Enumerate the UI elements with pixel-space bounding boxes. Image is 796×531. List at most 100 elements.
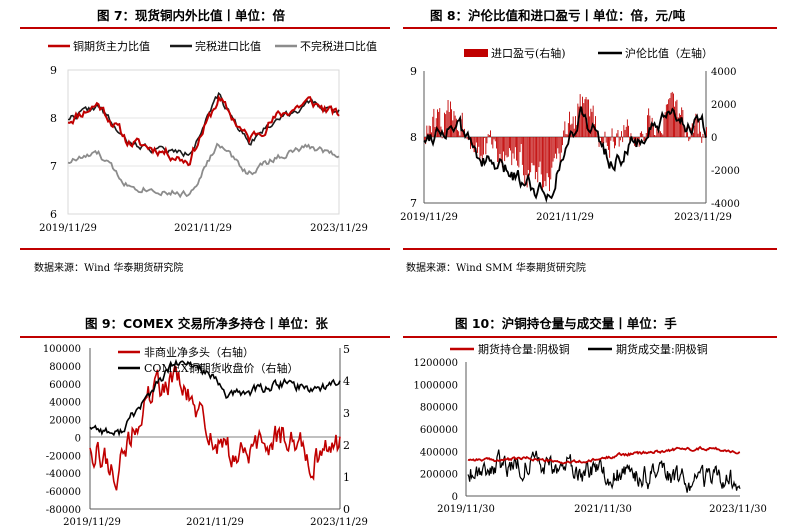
chart-10-y-tick: 200000 [420, 470, 458, 481]
chart-8-profit-bar [704, 133, 706, 137]
chart-8-profit-bar [514, 137, 516, 148]
chart-8-profit-bar [650, 123, 652, 137]
chart-8-profit-bar [493, 137, 495, 140]
chart-8-profit-bar [428, 125, 430, 137]
chart-8-profit-bar [608, 137, 609, 150]
chart-8-profit-bar [429, 126, 431, 137]
chart-8-profit-bar [566, 134, 568, 137]
chart-8-profit-bar [598, 137, 600, 147]
chart-8-profit-bar [497, 137, 499, 162]
chart-8-y-left-tick: 8 [410, 131, 417, 144]
chart-8-profit-bar [500, 137, 502, 163]
chart-8-profit-bar [682, 110, 684, 137]
chart-8-profit-bar [677, 117, 679, 137]
chart-8-profit-bar [668, 99, 670, 137]
chart-8-profit-bar [488, 135, 490, 137]
chart-8-profit-bar [604, 131, 606, 137]
chart-8-profit-bar [504, 137, 506, 162]
chart-8-profit-bar [609, 137, 611, 158]
chart-7-frame [67, 69, 340, 215]
chart-7-x-tick: 2019/11/29 [39, 223, 97, 234]
chart-8-profit-bar [590, 108, 592, 137]
chart-8-profit-bar [585, 97, 587, 137]
chart-8-profit-bar [698, 121, 700, 137]
chart-8-profit-bar [673, 93, 674, 137]
chart-8-profit-bar [551, 137, 553, 168]
chart-8-profit-bar [578, 106, 580, 137]
chart-8-profit-bar [468, 135, 470, 137]
chart-8-profit-bar [656, 125, 658, 137]
chart-9-x-tick: 2023/11/29 [310, 517, 368, 528]
chart-8-profit-bar [539, 137, 541, 162]
chart-8-profit-bar [479, 137, 481, 158]
chart-8-profit-bar [425, 137, 427, 145]
chart-8-profit-bar [558, 137, 560, 154]
chart-8-y-right-tick: 4000 [711, 67, 736, 78]
chart-10-legend-label: 期货成交量:阴极铜 [616, 342, 708, 356]
chart-8-profit-bar [629, 137, 631, 141]
chart-10-x-tick: 2019/11/30 [437, 504, 495, 515]
chart-8-profit-bar [511, 137, 513, 166]
chart-8-profit-bar [531, 137, 533, 163]
chart-8-profit-bar [540, 137, 542, 175]
chart-9-y-left-tick: 60000 [49, 380, 81, 391]
chart-8-profit-bar [477, 137, 478, 153]
chart-8-profit-bar [654, 135, 655, 137]
chart-8-profit-bar [549, 137, 550, 192]
chart-8-profit-bar [533, 137, 535, 166]
chart-8-profit-bar [459, 135, 461, 137]
chart-8-profit-bar [556, 137, 558, 159]
chart-8-profit-bar [605, 137, 607, 143]
chart-8-profit-bar [655, 135, 657, 137]
chart-8-profit-bar [593, 124, 595, 137]
chart-8-x-tick: 2021/11/29 [536, 212, 594, 223]
chart-8-profit-bar [615, 137, 616, 146]
chart-8-profit-bar [465, 136, 467, 137]
chart-8-profit-bar [510, 137, 511, 151]
chart-8-profit-bar [520, 137, 522, 144]
chart-8-profit-bar [564, 121, 566, 137]
chart-7-series-line [68, 91, 340, 158]
chart-8-profit-bar [552, 137, 554, 162]
chart-9-x-tick: 2019/11/29 [63, 517, 121, 528]
chart-8-profit-bar [683, 124, 685, 137]
chart-9-y-left-tick: 20000 [49, 416, 81, 427]
chart-8-profit-bar [675, 101, 677, 137]
chart-8-x-tick: 2023/11/29 [674, 212, 732, 223]
chart-8-profit-bar [596, 130, 598, 137]
chart-10-y-tick: 1000000 [413, 380, 458, 391]
chart-8-profit-bar [688, 137, 690, 142]
chart-8-profit-bar [597, 135, 599, 137]
chart-8-profit-bar [584, 99, 586, 137]
chart-8-profit-bar [685, 127, 687, 137]
chart-8-profit-bar [622, 137, 624, 143]
chart-7-x-tick: 2021/11/29 [174, 223, 232, 234]
chart-10-y-tick: 1200000 [413, 358, 458, 369]
chart-8-profit-bar [434, 127, 436, 137]
chart-8-profit-bar [560, 137, 562, 153]
chart-8-title-divider [403, 27, 777, 29]
chart-8-profit-bar [473, 137, 475, 153]
chart-8-profit-bar [453, 111, 455, 137]
chart-7-legend-label: 不完税进口比值 [300, 39, 377, 53]
chart-10-x-tick: 2021/11/30 [574, 504, 632, 515]
chart-8-profit-bar [480, 137, 482, 156]
chart-8-profit-bar [665, 104, 667, 137]
chart-8-profit-bar [623, 125, 625, 137]
chart-8-profit-bar [638, 137, 640, 147]
chart-8-profit-bar [496, 137, 497, 149]
chart-8-profit-bar [575, 116, 576, 137]
chart-8-profit-bar [618, 137, 620, 147]
chart-9-y-right-tick: 1 [343, 471, 350, 484]
chart-9-y-left-tick: -20000 [46, 451, 81, 462]
chart-8-profit-bar [614, 137, 615, 149]
chart-8-profit-bar [621, 131, 622, 137]
chart-8-profit-bar [553, 137, 555, 159]
chart-9-y-left-tick: 40000 [49, 398, 81, 409]
chart-8-profit-bar [432, 116, 434, 137]
chart-8-profit-bar [457, 130, 458, 137]
chart-8-profit-bar [545, 137, 547, 187]
chart-8-profit-bar [678, 113, 680, 137]
chart-8-profit-bar [565, 134, 567, 137]
chart-8-profit-bar [544, 137, 546, 182]
